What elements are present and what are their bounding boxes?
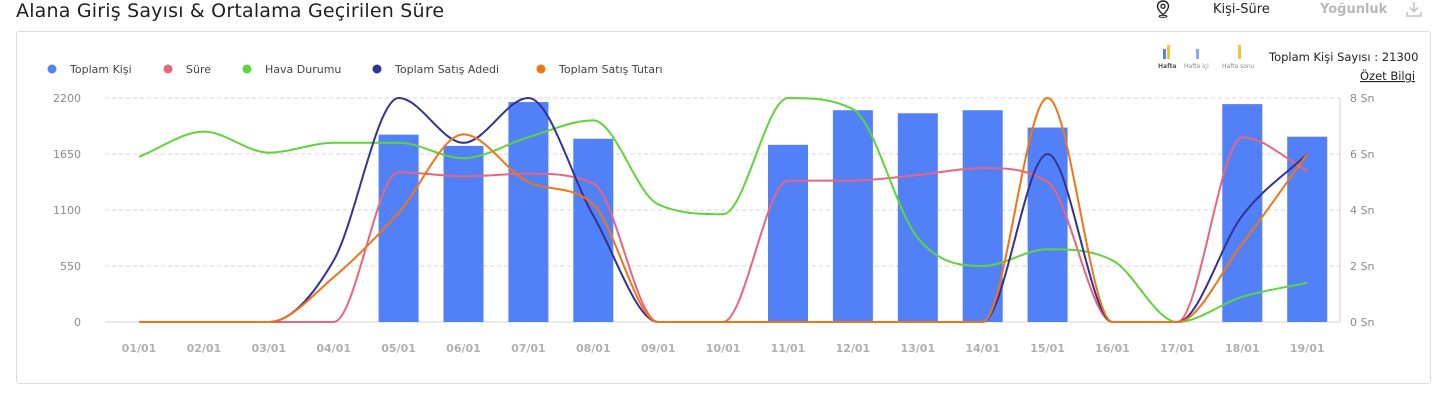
x-tick-label: 01/01 xyxy=(122,342,157,355)
x-tick-label: 11/01 xyxy=(771,342,806,355)
x-tick-label: 04/01 xyxy=(316,342,351,355)
y-left-tick-label: 550 xyxy=(60,260,81,273)
week-mini-legend: Hafta Hafta içi Hafta sonu xyxy=(1158,45,1255,70)
hafta-sonu-bar xyxy=(1238,45,1241,59)
mini-legend-hafta: Hafta xyxy=(1158,63,1177,70)
bar-toplam-kisi[interactable] xyxy=(962,110,1003,322)
summary-link[interactable]: Özet Bilgi xyxy=(1360,67,1415,83)
legend-dot[interactable] xyxy=(163,64,173,74)
x-tick-label: 12/01 xyxy=(836,342,871,355)
legend-label[interactable]: Toplam Kişi xyxy=(69,63,132,76)
y-left-tick-label: 0 xyxy=(74,316,81,329)
line-hava-durumu[interactable] xyxy=(138,96,1308,324)
y-left-tick-label: 1650 xyxy=(53,148,81,161)
tab-kisi-sure[interactable]: Kişi-Süre xyxy=(1213,2,1270,17)
x-tick-label: 05/01 xyxy=(381,342,416,355)
y-right-tick-label: 4 Sn xyxy=(1350,204,1374,217)
x-tick-label: 10/01 xyxy=(706,342,741,355)
tab-yogunluk[interactable]: Yoğunluk xyxy=(1320,2,1388,17)
bar-toplam-kisi[interactable] xyxy=(832,110,873,322)
legend-label[interactable]: Hava Durumu xyxy=(265,63,341,76)
y-right-tick-label: 8 Sn xyxy=(1350,92,1374,105)
x-tick-label: 09/01 xyxy=(641,342,676,355)
hafta-yellow-bar xyxy=(1167,45,1170,59)
x-tick-label: 03/01 xyxy=(251,342,286,355)
legend-dot[interactable] xyxy=(242,64,252,74)
x-tick-label: 15/01 xyxy=(1030,342,1065,355)
legend-dot[interactable] xyxy=(47,64,57,74)
bar-toplam-kisi[interactable] xyxy=(897,113,938,322)
x-tick-label: 18/01 xyxy=(1225,342,1260,355)
bar-toplam-kisi[interactable] xyxy=(508,102,549,322)
y-right-tick-label: 0 Sn xyxy=(1350,316,1374,329)
bar-toplam-kisi[interactable] xyxy=(1287,136,1328,322)
x-tick-label: 17/01 xyxy=(1160,342,1195,355)
bar-toplam-kisi[interactable] xyxy=(573,138,614,322)
x-tick-label: 02/01 xyxy=(187,342,222,355)
x-tick-label: 13/01 xyxy=(900,342,935,355)
total-people-label: Toplam Kişi Sayısı : 21300 xyxy=(1268,50,1418,64)
chart-card xyxy=(16,31,1431,384)
y-right-tick-label: 2 Sn xyxy=(1350,260,1374,273)
bar-toplam-kisi[interactable] xyxy=(443,145,484,322)
legend-dot[interactable] xyxy=(536,64,546,74)
x-tick-label: 16/01 xyxy=(1095,342,1130,355)
hafta-blue-bar xyxy=(1163,49,1166,59)
y-left-tick-label: 1100 xyxy=(53,204,81,217)
x-tick-label: 19/01 xyxy=(1290,342,1325,355)
hafta-ici-bar xyxy=(1196,49,1199,59)
legend-dot[interactable] xyxy=(372,64,382,74)
legend-label[interactable]: Toplam Satış Adedi xyxy=(394,63,499,76)
y-left-tick-label: 2200 xyxy=(53,92,81,105)
legend-label[interactable]: Süre xyxy=(186,63,211,76)
x-tick-label: 14/01 xyxy=(965,342,1000,355)
line-toplam-sat-tutar-[interactable] xyxy=(139,96,1309,324)
mini-legend-hafta-ici: Hafta içi xyxy=(1184,63,1209,70)
y-right-tick-label: 6 Sn xyxy=(1350,148,1374,161)
x-tick-label: 08/01 xyxy=(576,342,611,355)
download-icon[interactable] xyxy=(1405,0,1423,22)
chart-title: Alana Giriş Sayısı & Ortalama Geçirilen … xyxy=(16,0,445,22)
location-pin-icon[interactable] xyxy=(1155,0,1171,22)
bar-toplam-kisi[interactable] xyxy=(1027,127,1068,322)
x-tick-label: 07/01 xyxy=(511,342,546,355)
x-tick-label: 06/01 xyxy=(446,342,481,355)
legend-label[interactable]: Toplam Satış Tutarı xyxy=(558,63,663,76)
bar-toplam-kisi[interactable] xyxy=(768,144,808,322)
mini-legend-hafta-sonu: Hafta sonu xyxy=(1222,63,1255,70)
